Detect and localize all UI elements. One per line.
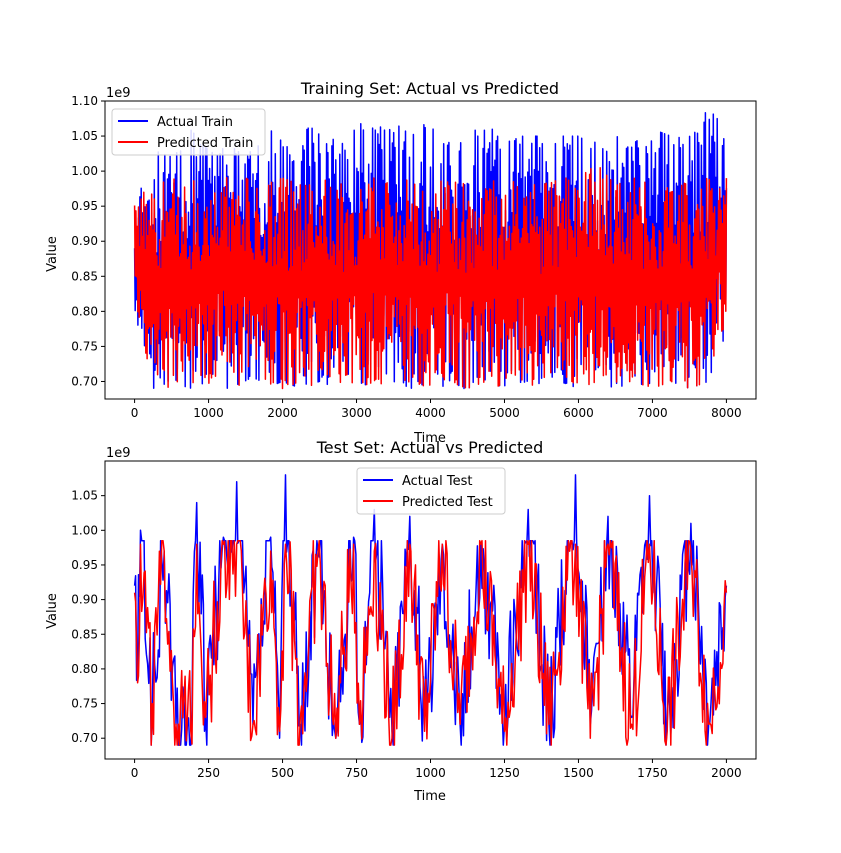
test-ytick-label: 0.90 [71, 593, 98, 607]
test-xtick-label: 1750 [637, 766, 668, 780]
training-ytick-label: 0.70 [71, 374, 98, 388]
training-series-predicted-train [133, 167, 728, 390]
training-xtick-label: 7000 [637, 406, 668, 420]
training-xtick-label: 6000 [563, 406, 594, 420]
training-ytick-label: 1.00 [71, 164, 98, 178]
test-series-layer [133, 474, 728, 746]
training-offset-text: 1e9 [106, 86, 131, 101]
test-axes-layer: 0 250 500 750 1000 1250 1500 1750 2000 0.70 0.75 0.… [71, 489, 741, 780]
test-ylabel: Value [45, 593, 60, 629]
training-legend-actual-label: Actual Train [157, 115, 233, 130]
training-xtick-label: 2000 [267, 406, 298, 420]
test-xtick-label: 0 [131, 766, 139, 780]
test-xtick-label: 1500 [563, 766, 594, 780]
test-legend: Actual Test Predicted Test [356, 467, 506, 515]
training-xlabel: Time [413, 431, 446, 446]
training-ytick-label: 0.95 [71, 199, 98, 213]
test-xtick-label: 500 [271, 766, 294, 780]
training-xtick-label: 4000 [415, 406, 446, 420]
test-legend-actual-label: Actual Test [402, 474, 472, 489]
training-ytick-label: 0.85 [71, 269, 98, 283]
training-ytick-label: 0.75 [71, 339, 98, 353]
training-title: Training Set: Actual vs Predicted [300, 79, 559, 98]
training-xtick-label: 1000 [193, 406, 224, 420]
training-series-layer [133, 111, 728, 390]
test-legend-box [356, 467, 506, 515]
training-legend-predicted-label: Predicted Train [157, 136, 253, 151]
test-ytick-label: 1.05 [71, 489, 98, 503]
test-xtick-label: 1000 [415, 766, 446, 780]
test-ytick-label: 0.75 [71, 697, 98, 711]
test-subplot: Test Set: Actual vs Predicted 1e9 Value … [45, 438, 757, 804]
training-ytick-label: 1.10 [71, 94, 98, 108]
test-ytick-label: 1.00 [71, 523, 98, 537]
training-ytick-label: 0.80 [71, 304, 98, 318]
test-series-predicted-test [133, 539, 728, 746]
test-xtick-label: 2000 [711, 766, 742, 780]
test-offset-text: 1e9 [106, 446, 131, 461]
training-xtick-label: 8000 [711, 406, 742, 420]
training-subplot: Training Set: Actual vs Predicted 1e9 Va… [45, 79, 757, 446]
test-title: Test Set: Actual vs Predicted [316, 438, 544, 457]
training-axes-layer: 0 1000 2000 3000 4000 5000 6000 7000 8000 0.70 0.7… [71, 94, 741, 420]
test-xtick-label: 1250 [489, 766, 520, 780]
training-xtick-label: 0 [131, 406, 139, 420]
test-ytick-label: 0.70 [71, 731, 98, 745]
test-ytick-label: 0.80 [71, 662, 98, 676]
training-xtick-label: 3000 [341, 406, 372, 420]
training-legend: Actual Train Predicted Train [111, 108, 266, 156]
training-legend-box [111, 108, 266, 156]
test-xlabel: Time [413, 789, 446, 804]
training-ytick-label: 0.90 [71, 234, 98, 248]
test-xtick-label: 250 [197, 766, 220, 780]
test-ytick-label: 0.95 [71, 558, 98, 572]
training-xtick-label: 5000 [489, 406, 520, 420]
training-ytick-label: 1.05 [71, 129, 98, 143]
test-xtick-label: 750 [345, 766, 368, 780]
training-ylabel: Value [45, 236, 60, 272]
test-axes-frame [104, 460, 757, 760]
test-ytick-label: 0.85 [71, 627, 98, 641]
test-legend-predicted-label: Predicted Test [402, 495, 493, 510]
training-axes-frame [104, 100, 757, 400]
